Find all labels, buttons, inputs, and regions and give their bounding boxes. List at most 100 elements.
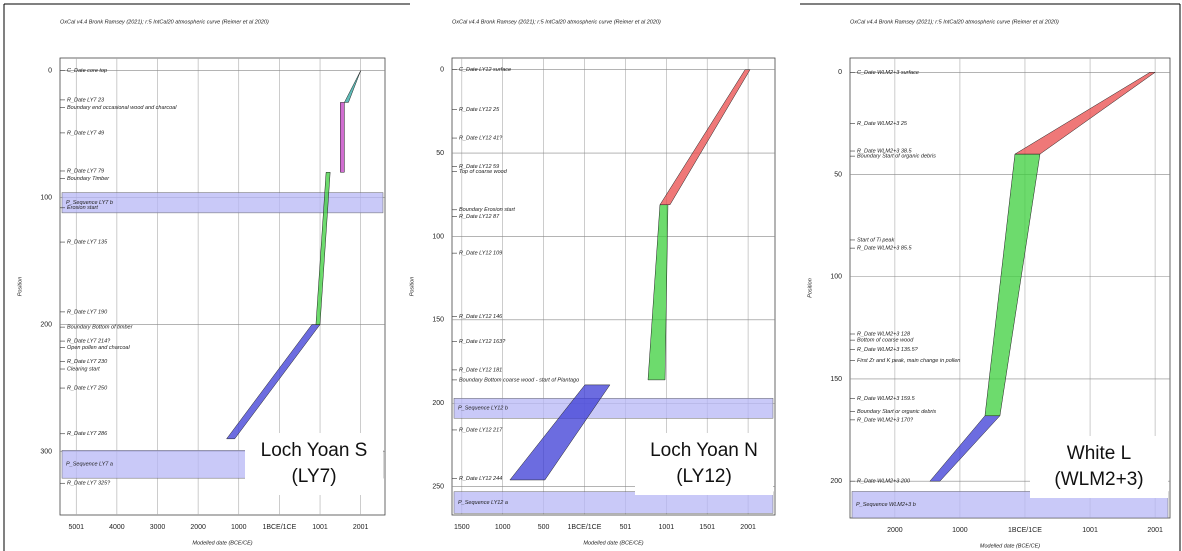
sample-label: R_Date LY7 250	[67, 386, 108, 392]
band-label: P_Sequence LY7 b	[66, 200, 113, 206]
x-axis-label: Modelled date (BCE/CE)	[583, 540, 643, 546]
sample-label: Boundary Start or organic debris	[857, 409, 936, 415]
x-tick-label: 2001	[353, 524, 369, 531]
sample-label: R_Date WLM2+3 170?	[857, 417, 914, 423]
sample-label: R_Date LY12 244	[459, 476, 502, 482]
sample-label: R_Date WLM2+3 25	[857, 121, 908, 127]
sample-label: C_Date core top	[67, 68, 107, 74]
model-envelope	[340, 102, 345, 173]
sample-label: Boundary Bottom of timber	[67, 325, 134, 331]
site-label-box	[245, 433, 383, 495]
sample-label: Boundary Erosion start	[459, 207, 515, 213]
sample-label: R_Date LY7 79	[67, 168, 104, 174]
site-label-box	[1030, 436, 1168, 498]
sample-label: C_Date LY12 surface	[459, 67, 511, 73]
sample-label: R_Date LY7 49	[67, 130, 104, 136]
x-tick-label: 2000	[190, 524, 206, 531]
x-tick-label: 500	[538, 524, 550, 531]
site-label-box	[635, 433, 773, 495]
y-tick-label: 150	[432, 317, 444, 324]
x-tick-label: 1000	[231, 524, 247, 531]
y-tick-label: 200	[830, 478, 842, 485]
sequence-band	[61, 192, 384, 214]
x-tick-label: 1501	[699, 524, 715, 531]
sample-label: R_Date LY7 214?	[67, 339, 111, 345]
x-tick-label: 5001	[68, 524, 84, 531]
sample-label: First Zr and K peak, main change in poll…	[857, 358, 960, 364]
x-tick-label: 1BCE/1CE	[1008, 527, 1042, 534]
sample-label: R_Date WLM2+3 128	[857, 331, 911, 337]
sample-label: R_Date LY12 41?	[459, 136, 503, 142]
site-label: Loch Yoan S	[261, 440, 368, 461]
sample-label: R_Date WLM2+3 85.5	[857, 246, 913, 252]
sequence-band	[453, 491, 774, 514]
sample-label: R_Date WLM2+3 159.5	[857, 396, 916, 402]
x-tick-label: 1001	[312, 524, 328, 531]
x-tick-label: 1001	[659, 524, 675, 531]
plot-header: OxCal v4.4 Bronk Ramsey (2021); r:5 IntC…	[850, 19, 1059, 25]
x-axis-label: Modelled date (BCE/CE)	[980, 543, 1040, 549]
sample-label: Boundary Start of organic debris	[857, 154, 936, 160]
y-tick-label: 0	[440, 67, 444, 74]
x-tick-label: 3000	[150, 524, 166, 531]
x-tick-label: 1000	[952, 527, 968, 534]
y-tick-label: 300	[40, 448, 52, 455]
sample-label: Bottom of coarse wood	[857, 338, 914, 344]
y-tick-label: 100	[830, 274, 842, 281]
sample-label: C_Date WLM2+3 surface	[857, 70, 919, 76]
sample-label: Erosion start	[67, 205, 98, 211]
sample-label: R_Date WLM2+3 200	[857, 479, 911, 485]
y-tick-label: 50	[436, 150, 444, 157]
site-label: White L	[1067, 443, 1131, 464]
sample-label: R_Date LY12 217	[459, 427, 503, 433]
x-tick-label: 1001	[1082, 527, 1098, 534]
y-tick-label: 100	[432, 233, 444, 240]
y-tick-label: 0	[48, 68, 52, 75]
model-envelope	[509, 384, 611, 481]
sample-label: Open pollen and charcoal	[67, 345, 130, 351]
sample-label: R_Date LY7 230	[67, 359, 108, 365]
sequence-band	[453, 397, 774, 419]
sample-label: R_Date LY12 87	[459, 214, 500, 220]
site-label: Loch Yoan N	[650, 440, 758, 461]
sample-label: Top of coarse wood	[459, 169, 508, 175]
y-tick-label: 200	[432, 400, 444, 407]
plot-header: OxCal v4.4 Bronk Ramsey (2021); r:5 IntC…	[452, 19, 661, 25]
site-label: (LY12)	[676, 466, 732, 487]
y-axis-label: Position	[409, 277, 415, 297]
sample-label: Start of Ti peak	[857, 237, 894, 243]
model-envelope	[343, 70, 362, 103]
y-tick-label: 200	[40, 321, 52, 328]
x-tick-label: 1500	[454, 524, 470, 531]
sample-label: R_Date LY12 109	[459, 251, 502, 257]
sample-label: R_Date LY7 23	[67, 97, 105, 103]
sample-label: R_Date WLM2+3 135.5?	[857, 347, 919, 353]
band-label: P_Sequence LY12 a	[458, 500, 508, 506]
sample-label: R_Date LY7 135	[67, 240, 108, 246]
sample-label: Clearing start	[67, 366, 100, 372]
y-tick-label: 50	[834, 171, 842, 178]
y-tick-label: 150	[830, 376, 842, 383]
plot-header: OxCal v4.4 Bronk Ramsey (2021); r:5 IntC…	[60, 19, 269, 25]
sample-label: R_Date LY12 25	[459, 107, 500, 113]
x-tick-label: 2001	[1147, 527, 1163, 534]
y-tick-label: 0	[838, 69, 842, 76]
site-label: (LY7)	[291, 466, 336, 487]
y-axis-label: Position	[807, 278, 813, 298]
x-tick-label: 1BCE/1CE	[568, 524, 602, 531]
sample-label: R_Date LY7 325?	[67, 481, 111, 487]
sample-label: R_Date LY7 286	[67, 431, 108, 437]
sample-label: R_Date LY12 181	[459, 367, 502, 373]
sample-label: R_Date LY12 163?	[459, 339, 506, 345]
sample-label: R_Date LY12 59	[459, 164, 499, 170]
x-tick-label: 2001	[740, 524, 756, 531]
model-envelope	[659, 69, 751, 206]
model-envelope	[315, 172, 331, 325]
x-tick-label: 1000	[495, 524, 511, 531]
x-tick-label: 501	[620, 524, 632, 531]
x-tick-label: 1BCE/1CE	[262, 524, 296, 531]
band-label: P_Sequence LY12 b	[458, 406, 508, 412]
sample-label: R_Date WLM2+3 38.5	[857, 148, 913, 154]
x-tick-label: 4000	[109, 524, 125, 531]
sample-label: R_Date LY7 190	[67, 309, 108, 315]
